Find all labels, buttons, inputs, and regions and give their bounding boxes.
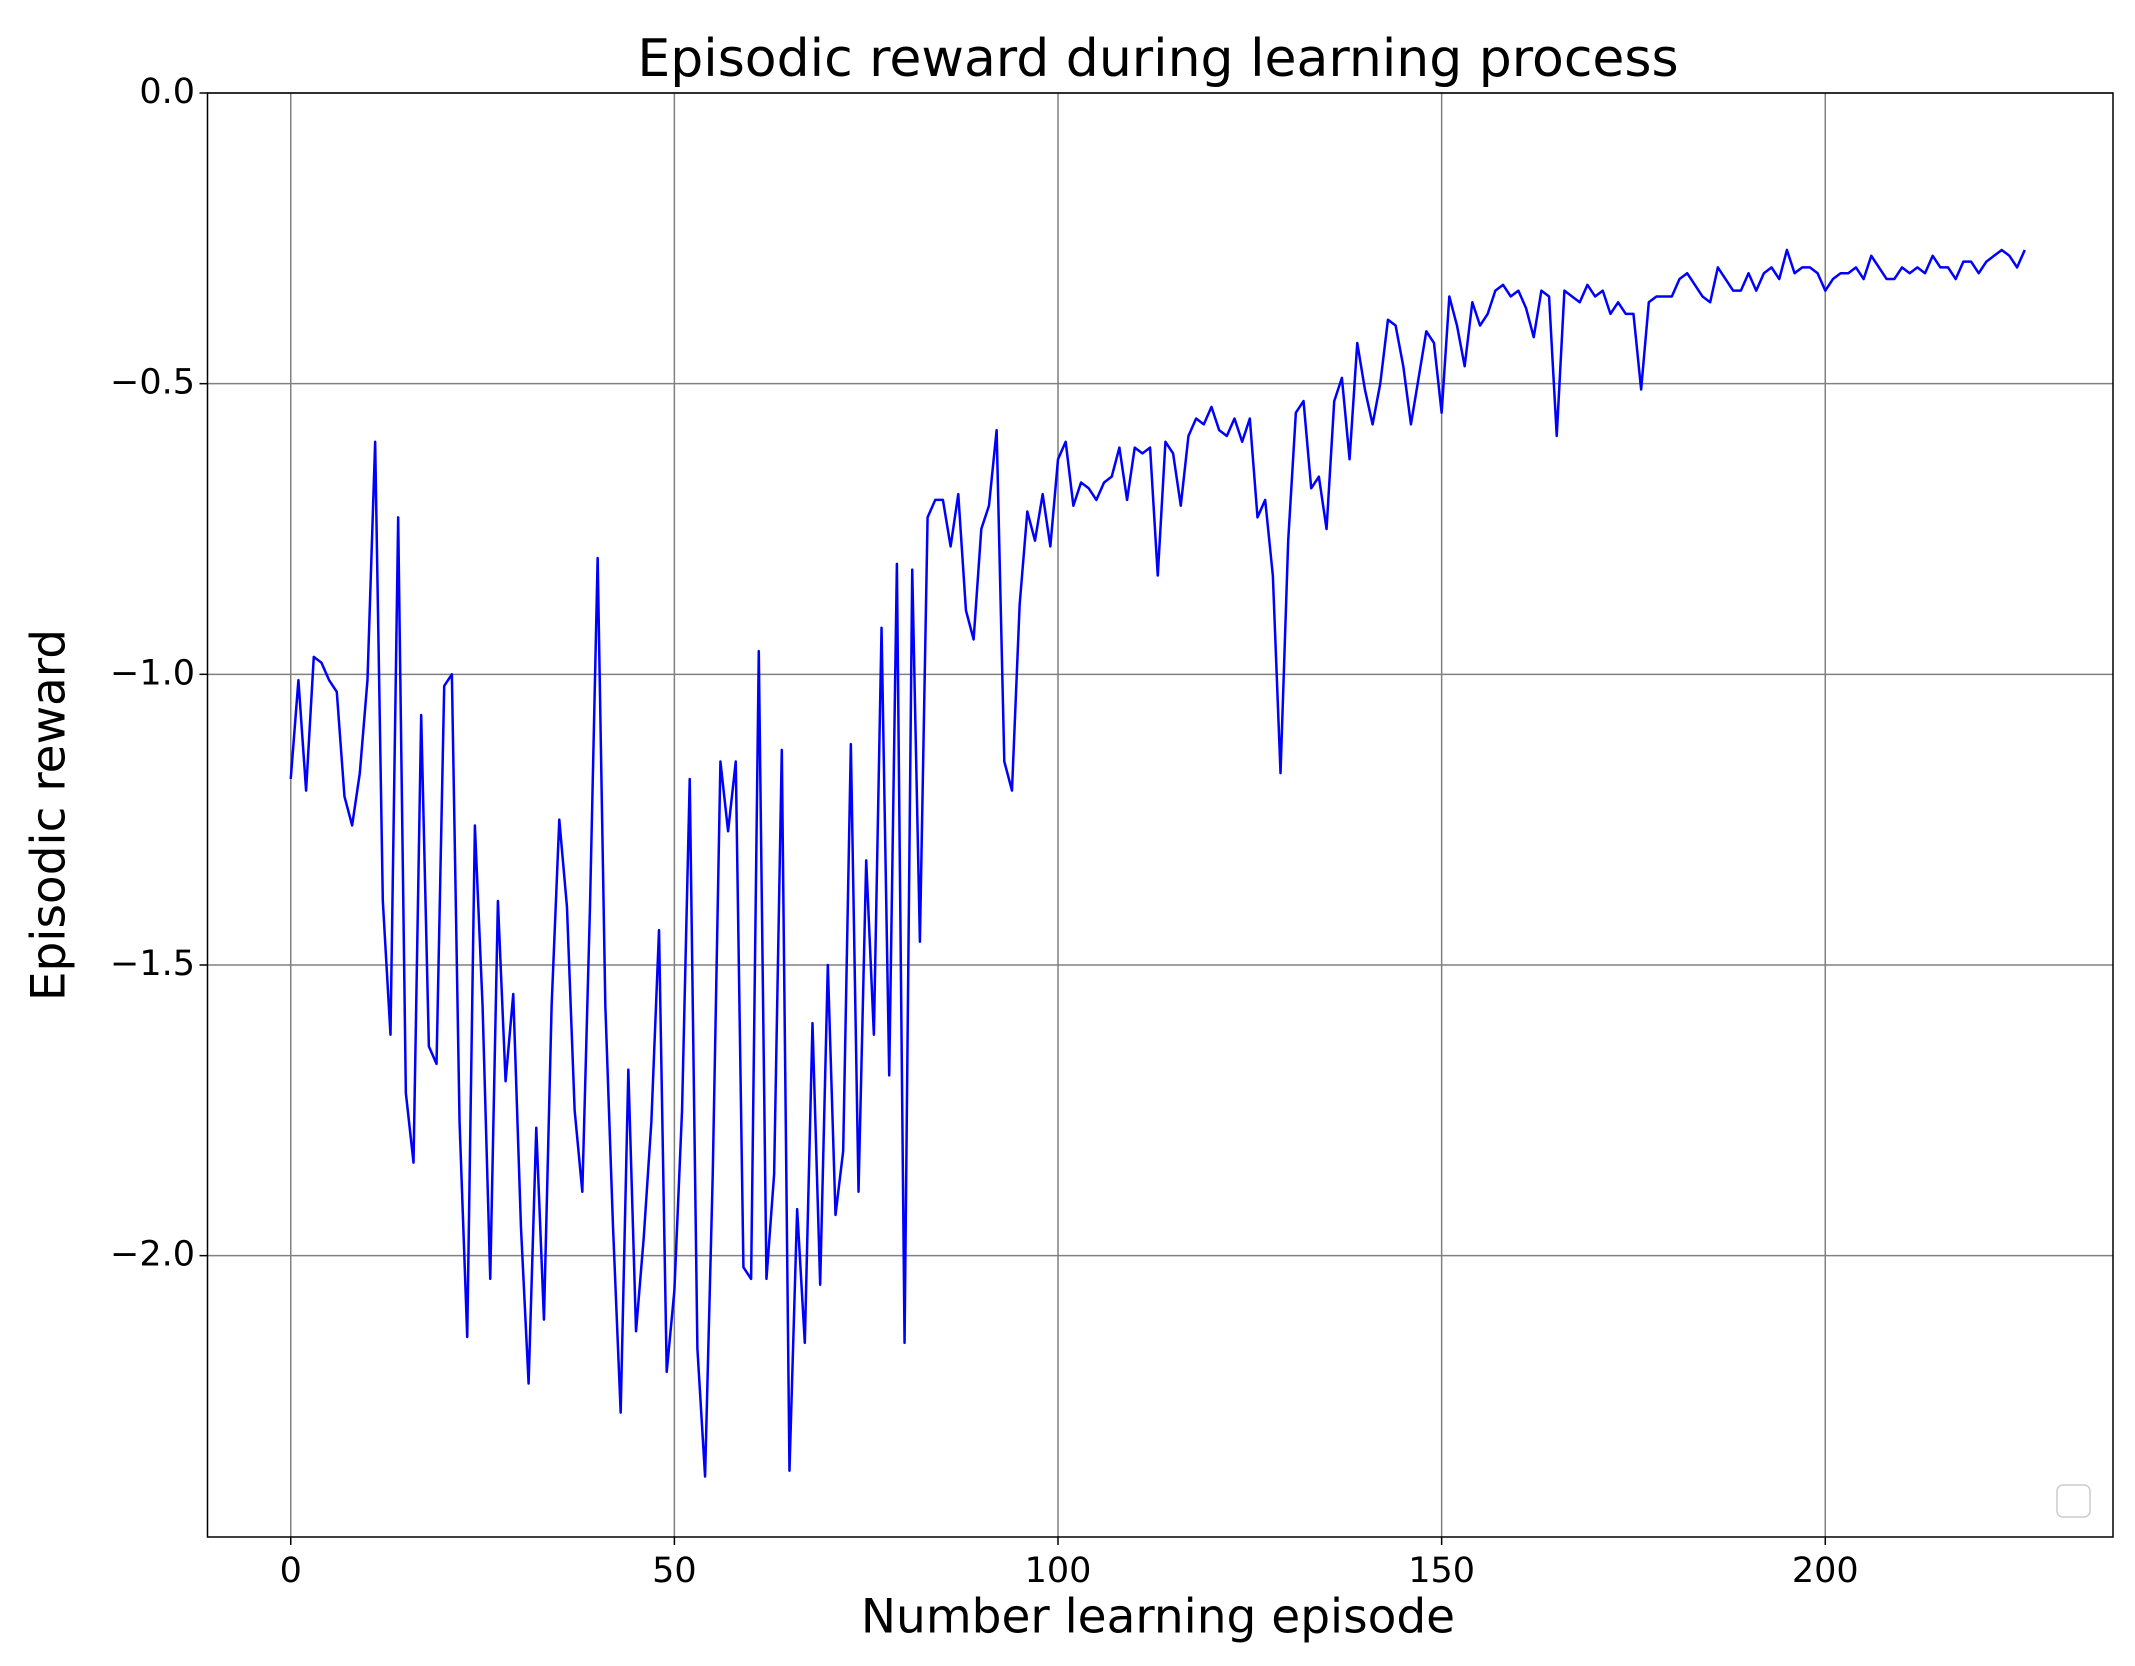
y-tick-label: −1.0 [110, 653, 195, 693]
plot-area [289, 248, 2026, 1478]
axes-frame [206, 92, 2114, 1538]
x-tick-label: 100 [1025, 1551, 1092, 1591]
y-tick-label: −0.5 [110, 363, 195, 403]
x-tick-label: 200 [1792, 1551, 1859, 1591]
y-tick-label: 0.0 [139, 72, 195, 112]
x-tick-label: 50 [652, 1551, 697, 1591]
y-tick-label: −2.0 [110, 1235, 195, 1275]
legend-box [2056, 1484, 2091, 1518]
x-axis-label: Number learning episode [861, 1590, 1455, 1645]
x-tick-label: 150 [1408, 1551, 1475, 1591]
y-axis-label: Episodic reward [22, 629, 77, 1001]
data-line [289, 248, 2026, 1478]
x-tick-label: 0 [280, 1551, 302, 1591]
chart-title: Episodic reward during learning process [637, 29, 1678, 89]
y-tick-label: −1.5 [110, 944, 195, 984]
